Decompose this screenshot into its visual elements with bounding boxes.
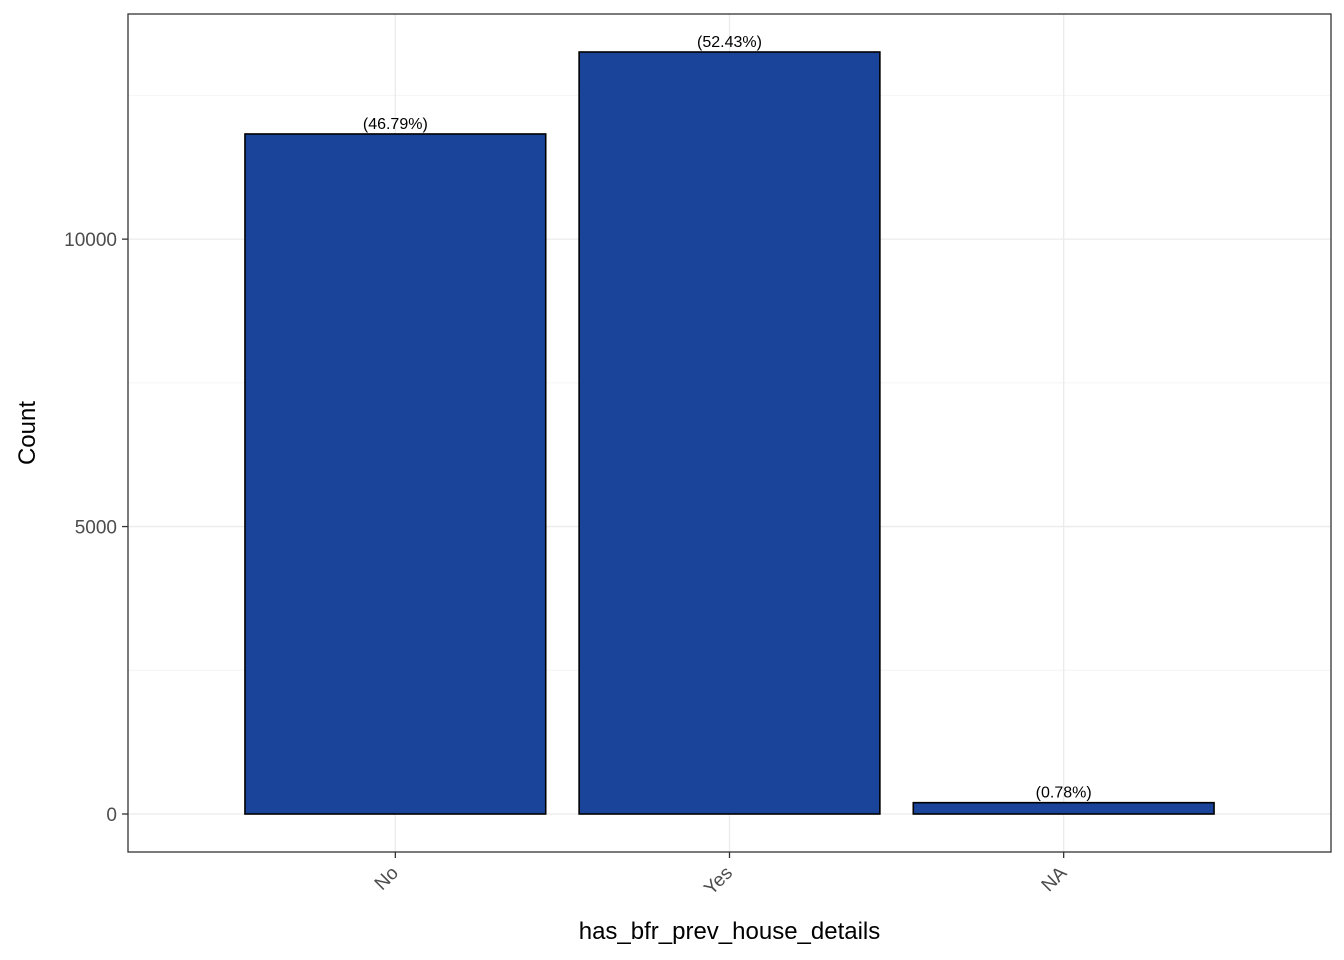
- y-tick-label: 0: [106, 805, 117, 826]
- data-label: (46.79%): [363, 116, 428, 133]
- bar-yes: [578, 51, 881, 815]
- data-label: (0.78%): [1036, 785, 1092, 802]
- data-labels: (46.79%) (52.43%) (0.78%): [363, 34, 1092, 802]
- data-label: (52.43%): [697, 34, 762, 51]
- bar-na: [912, 801, 1215, 815]
- y-axis-title: Count: [14, 401, 41, 465]
- bars: [244, 51, 1215, 815]
- y-tick-label: 10000: [64, 230, 117, 251]
- x-axis-title: has_bfr_prev_house_details: [579, 918, 881, 945]
- y-tick-label: 5000: [75, 518, 117, 539]
- bar-no: [244, 133, 547, 815]
